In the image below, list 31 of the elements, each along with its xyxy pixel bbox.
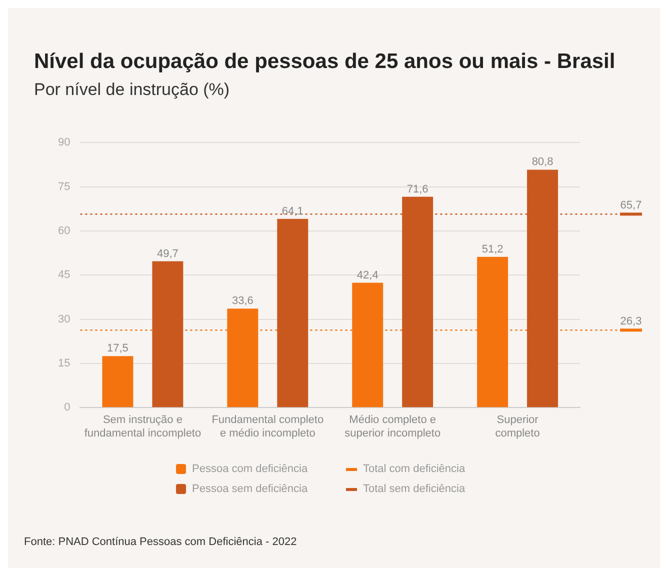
- x-tick-label: Médio completo e superior incompleto: [344, 414, 441, 440]
- data-label: 17,5: [107, 342, 128, 355]
- text: 26,3: [620, 316, 642, 328]
- x-tick-label: Superior completo: [495, 414, 540, 440]
- data-label: 42,4: [356, 269, 378, 282]
- legend-label: Pessoa sem deficiência: [192, 483, 308, 495]
- y-tick-label: 30: [58, 313, 70, 326]
- y-tick-label: 0: [64, 402, 70, 414]
- legend-label: Total sem deficiência: [363, 483, 466, 495]
- data-label: 64,1: [282, 205, 304, 218]
- y-tick-label: 60: [58, 224, 70, 237]
- x-tick-label: Fundamental completo e médio incompleto: [212, 414, 324, 440]
- y-tick-label: 45: [58, 269, 70, 282]
- y-tick-label: 75: [58, 180, 70, 193]
- data-label: 71,6: [406, 183, 428, 196]
- legend-label: Total com deficiência: [363, 463, 466, 475]
- chart-title: Nível da ocupação de pessoas de 25 anos ou mais - Brasil: [34, 50, 616, 74]
- bar: [152, 261, 184, 408]
- y-tick-label: 90: [58, 136, 70, 149]
- y-tick-label: 15: [58, 357, 70, 370]
- data-label: 33,6: [232, 295, 254, 308]
- legend-label: Pessoa com deficiência: [192, 463, 308, 475]
- data-label: 49,7: [156, 248, 178, 260]
- data-label: 80,8: [532, 156, 554, 168]
- bar: [102, 356, 134, 408]
- data-label: 51,2: [482, 243, 504, 256]
- text: 65,7: [620, 200, 642, 212]
- chart-subtitle: Por nível de instrução (%): [34, 80, 230, 100]
- x-tick-label: Sem instrução e fundamental incompleto: [84, 414, 202, 440]
- bar: [277, 218, 308, 408]
- source-note: Fonte: PNAD Contínua Pessoas com Deficiência - 2022: [24, 536, 297, 548]
